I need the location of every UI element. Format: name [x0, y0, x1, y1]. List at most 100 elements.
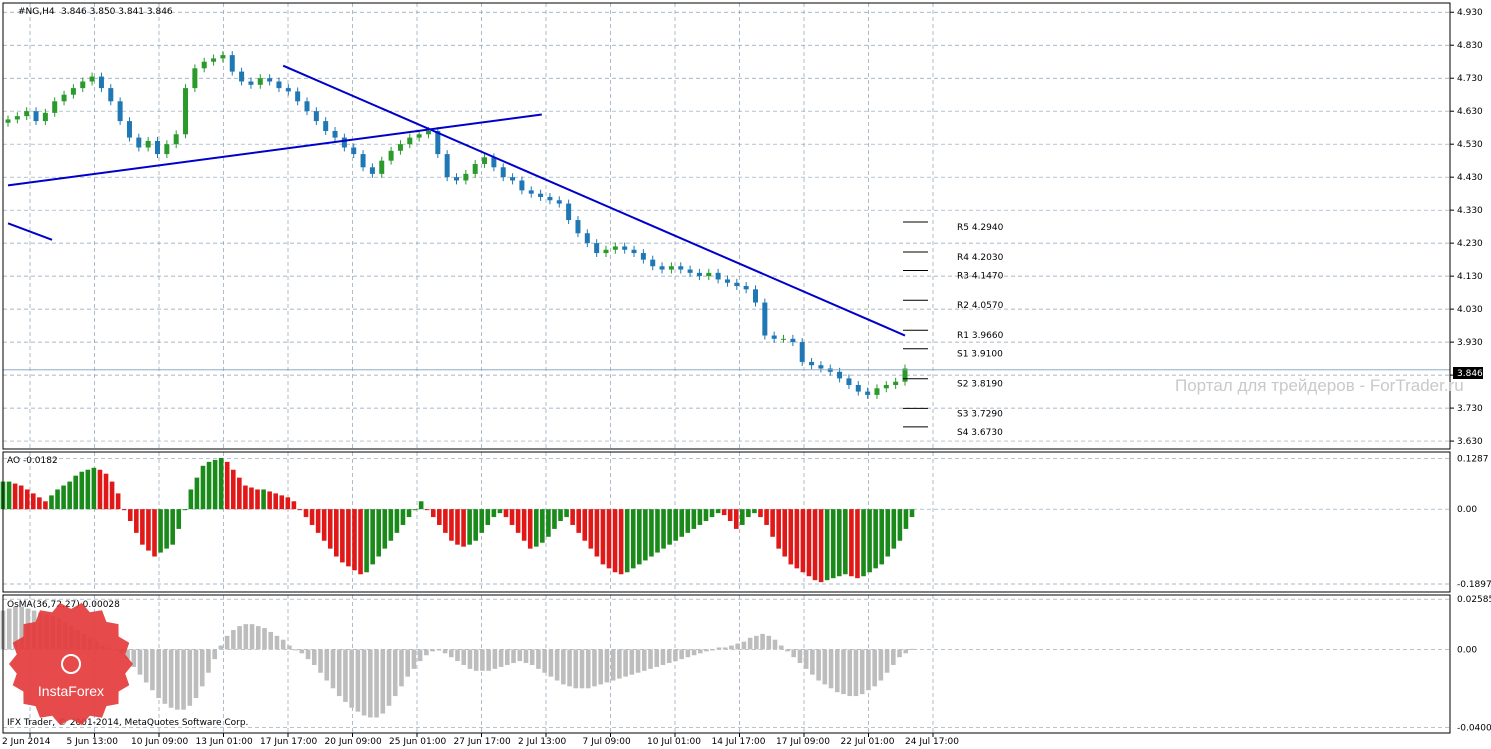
histogram-bar — [315, 509, 321, 533]
histogram-bar — [461, 649, 467, 665]
histogram-bar — [517, 649, 523, 662]
histogram-bar — [127, 509, 133, 522]
histogram-bar — [536, 649, 541, 669]
histogram-bar — [125, 649, 130, 660]
histogram-bar — [859, 649, 865, 695]
histogram-bar — [73, 475, 79, 510]
histogram-bar — [352, 509, 357, 571]
histogram-bar — [542, 649, 547, 673]
histogram-bar — [729, 645, 734, 650]
y-tick-label: 4.030 — [1457, 305, 1483, 315]
price-candle — [706, 272, 712, 277]
last-price-badge: 3.846 — [1453, 367, 1483, 379]
histogram-bar — [666, 649, 672, 664]
histogram-bar — [661, 509, 666, 549]
histogram-bar — [291, 501, 297, 510]
histogram-bar — [791, 649, 797, 658]
histogram-bar — [55, 489, 60, 510]
histogram-bar — [152, 509, 157, 557]
price-candle — [500, 167, 506, 178]
price-candle — [874, 388, 880, 395]
histogram-bar — [704, 649, 709, 652]
histogram-bar — [828, 649, 834, 689]
histogram-bar — [231, 629, 236, 650]
price-candle — [463, 173, 469, 181]
trend-line — [282, 64, 906, 337]
histogram-bar — [806, 509, 812, 577]
histogram-bar — [782, 509, 788, 557]
histogram-bar — [479, 509, 485, 533]
price-bars — [5, 51, 908, 399]
histogram-bar — [667, 509, 672, 545]
histogram-bar — [746, 509, 751, 518]
histogram-bar — [735, 643, 740, 650]
price-candle — [444, 154, 450, 178]
histogram-bar — [498, 649, 504, 667]
histogram-bar — [635, 649, 641, 673]
histogram-bar — [617, 649, 622, 679]
histogram-bar — [604, 649, 610, 683]
price-candle — [893, 381, 899, 386]
histogram-bar — [866, 649, 871, 691]
y-tick-label: 4.930 — [1457, 8, 1483, 18]
histogram-bar — [492, 649, 498, 669]
x-tick-label: 24 Jul 17:00 — [905, 737, 959, 747]
histogram-bar — [673, 649, 678, 662]
price-candle — [425, 130, 431, 135]
price-candle — [80, 81, 86, 89]
price-candle — [416, 134, 422, 138]
histogram-bar — [67, 481, 72, 510]
price-candle — [865, 391, 871, 395]
price-candle — [790, 338, 796, 343]
price-candle — [173, 134, 179, 145]
histogram-bar — [321, 509, 327, 541]
price-candle — [454, 177, 459, 181]
histogram-bar — [606, 509, 612, 569]
histogram-bar — [654, 649, 660, 667]
histogram-bar — [836, 509, 842, 577]
histogram-bar — [884, 649, 890, 673]
histogram-bar — [685, 509, 691, 533]
histogram-bar — [903, 649, 909, 654]
price-candle — [566, 203, 572, 221]
price-candle — [5, 119, 11, 123]
grid — [3, 3, 1450, 733]
histogram-bar — [679, 509, 685, 537]
price-candle — [612, 246, 618, 250]
price-candle — [276, 81, 282, 89]
histogram-bar — [655, 509, 660, 553]
pivot-label: S2 3.8190 — [957, 380, 1003, 390]
last-price: 3.846 — [1457, 369, 1483, 379]
histogram-bar — [188, 489, 194, 510]
histogram-bar — [437, 509, 442, 525]
histogram-bar — [822, 649, 828, 685]
price-candle — [89, 76, 95, 82]
histogram-bar — [206, 649, 211, 673]
histogram-bar — [673, 509, 678, 541]
histogram-bar — [61, 485, 66, 510]
histogram-bar — [368, 649, 373, 718]
price-candle — [743, 286, 749, 290]
price-candle — [239, 71, 245, 82]
histogram-bar — [49, 495, 54, 510]
histogram-bar — [685, 649, 691, 658]
price-candle — [482, 157, 488, 164]
histogram-bar — [406, 509, 412, 518]
histogram-bar — [249, 487, 254, 510]
histogram-bar — [573, 649, 579, 689]
histogram-bar — [909, 648, 915, 650]
price-candle — [603, 249, 609, 254]
histogram-bar — [467, 509, 472, 545]
histogram-bar — [697, 509, 703, 525]
price-candle — [145, 140, 151, 148]
price-candle — [397, 144, 403, 151]
histogram-bar — [400, 509, 406, 525]
price-candle — [304, 101, 310, 112]
histogram-bar — [579, 649, 585, 689]
price-candle — [510, 177, 516, 181]
histogram-bar — [19, 606, 24, 650]
histogram-bar — [156, 649, 161, 699]
histogram-bar — [511, 649, 516, 664]
histogram-bar — [305, 649, 311, 660]
